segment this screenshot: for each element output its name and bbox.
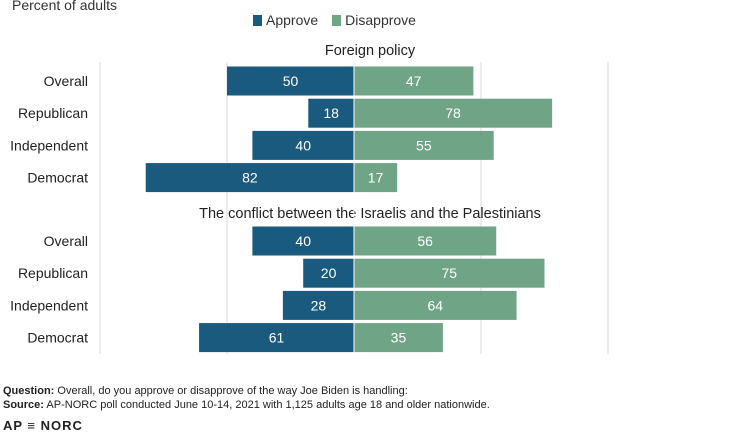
value-label-approve-0-overall: 50: [283, 73, 299, 89]
value-label-disapprove-0-republican: 78: [445, 105, 461, 121]
bar-approve-0-republican: [308, 98, 354, 128]
bar-disapprove-0-overall: [354, 66, 474, 96]
legend: Approve Disapprove: [253, 12, 416, 28]
panel-title-0: Foreign policy: [325, 43, 416, 59]
chart-notes: Question: Overall, do you approve or dis…: [3, 384, 490, 412]
category-label-1-democrat: Democrat: [27, 330, 88, 346]
category-label-1-independent: Independent: [10, 297, 88, 313]
bar-disapprove-0-democrat: [354, 163, 398, 193]
bar-approve-0-democrat: [145, 163, 354, 193]
value-label-approve-1-democrat: 61: [269, 330, 285, 346]
bar-approve-0-overall: [227, 66, 354, 96]
category-label-0-republican: Republican: [18, 105, 88, 121]
legend-item-approve: Approve: [253, 12, 318, 28]
value-label-disapprove-1-independent: 64: [427, 297, 443, 313]
value-label-disapprove-0-overall: 47: [406, 73, 422, 89]
bar-disapprove-0-republican: [354, 98, 553, 128]
question-note: Question: Overall, do you approve or dis…: [3, 384, 490, 398]
value-label-disapprove-1-democrat: 35: [391, 330, 407, 346]
diverging-bar-chart: Foreign policy Overall 50 47 Republican 18 78 I…: [10, 43, 609, 354]
bar-disapprove-0-independent: [354, 130, 494, 160]
category-label-1-republican: Republican: [18, 265, 88, 281]
bar-disapprove-1-independent: [354, 290, 517, 320]
value-label-approve-1-overall: 40: [295, 233, 311, 249]
source-label: Source:: [3, 399, 44, 411]
bar-disapprove-1-democrat: [354, 323, 443, 353]
bar-disapprove-1-republican: [354, 258, 545, 288]
bar-approve-0-independent: [252, 130, 354, 160]
panel-title-1: The conflict between the Israelis and th…: [199, 206, 541, 222]
question-label: Question:: [3, 385, 55, 397]
bar-approve-1-overall: [252, 226, 354, 256]
legend-swatch-disapprove: [332, 14, 342, 26]
value-label-disapprove-0-independent: 55: [416, 137, 432, 153]
legend-label-approve: Approve: [266, 12, 319, 28]
value-label-approve-1-republican: 20: [321, 265, 337, 281]
category-label-0-overall: Overall: [44, 73, 88, 89]
chart-subtitle: Percent of adults: [12, 0, 118, 13]
value-label-disapprove-0-democrat: 17: [368, 170, 384, 186]
value-label-disapprove-1-republican: 75: [441, 265, 457, 281]
legend-item-disapprove: Disapprove: [332, 12, 416, 28]
value-label-approve-1-independent: 28: [311, 297, 327, 313]
bar-approve-1-democrat: [199, 323, 354, 353]
bar-approve-1-republican: [303, 258, 354, 288]
value-label-approve-0-democrat: 82: [242, 170, 258, 186]
bar-approve-1-independent: [282, 290, 354, 320]
legend-label-disapprove: Disapprove: [345, 12, 416, 28]
category-label-0-democrat: Democrat: [27, 170, 88, 186]
question-text: Overall, do you approve or disapprove of…: [54, 385, 408, 397]
value-label-approve-0-independent: 40: [295, 137, 311, 153]
legend-swatch-approve: [253, 14, 262, 26]
value-label-disapprove-1-overall: 56: [417, 233, 433, 249]
source-text: AP-NORC poll conducted June 10-14, 2021 …: [43, 399, 490, 411]
source-note: Source: AP-NORC poll conducted June 10-1…: [3, 398, 490, 412]
category-label-1-overall: Overall: [44, 233, 88, 249]
bar-disapprove-1-overall: [354, 226, 497, 256]
category-label-0-independent: Independent: [10, 137, 88, 153]
value-label-approve-0-republican: 18: [323, 105, 339, 121]
